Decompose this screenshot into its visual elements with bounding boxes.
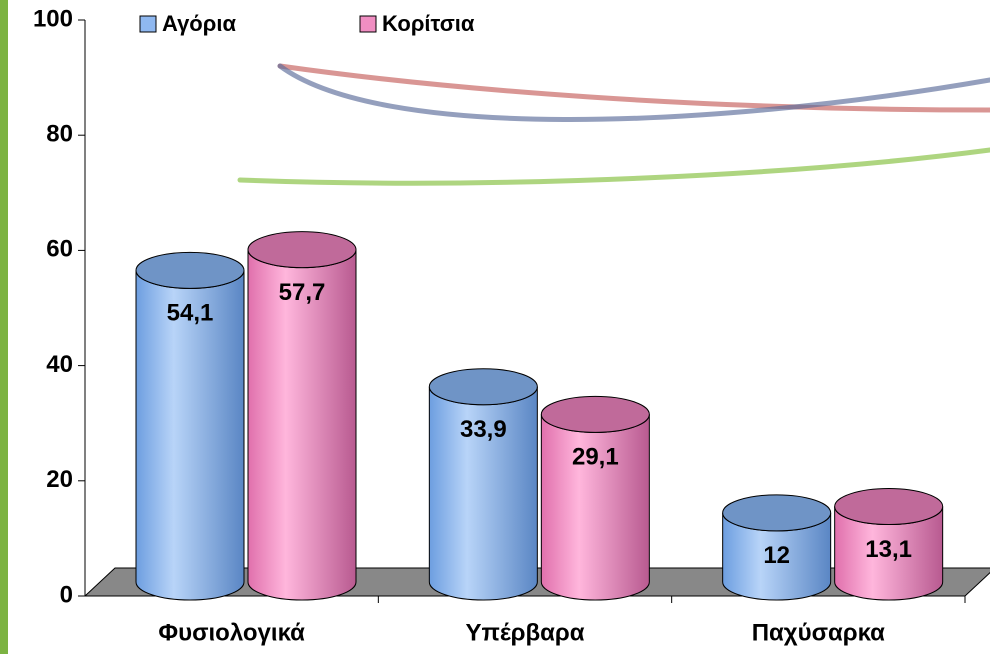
decoration (237, 63, 990, 186)
bar-top (540, 395, 650, 433)
legend-label: Αγόρια (162, 11, 236, 36)
bar-top (834, 488, 944, 526)
value-label: 29,1 (572, 444, 619, 471)
bar-top (722, 494, 832, 532)
bar-top (135, 251, 245, 289)
legend-label: Κορίτσια (382, 11, 475, 36)
y-tick-label: 40 (46, 351, 73, 378)
x-tick-label: Παχύσαρκα (752, 619, 885, 646)
x-tick-label: Υπέρβαρα (465, 619, 584, 646)
bar (540, 414, 650, 601)
y-tick-label: 60 (46, 236, 73, 263)
side-strip (0, 0, 8, 654)
legend-swatch (139, 15, 157, 33)
bar-top (428, 368, 538, 406)
value-label: 57,7 (279, 279, 326, 306)
y-tick-label: 20 (46, 466, 73, 493)
x-tick-label: Φυσιολογικά (158, 619, 305, 646)
y-tick-label: 100 (33, 5, 73, 32)
y-tick-label: 0 (60, 581, 73, 608)
value-label: 33,9 (460, 416, 507, 443)
value-label: 12 (763, 542, 790, 569)
legend-swatch (359, 15, 377, 33)
value-label: 13,1 (865, 536, 912, 563)
bar-top (247, 231, 357, 269)
y-tick-label: 80 (46, 121, 73, 148)
value-label: 54,1 (167, 300, 214, 327)
